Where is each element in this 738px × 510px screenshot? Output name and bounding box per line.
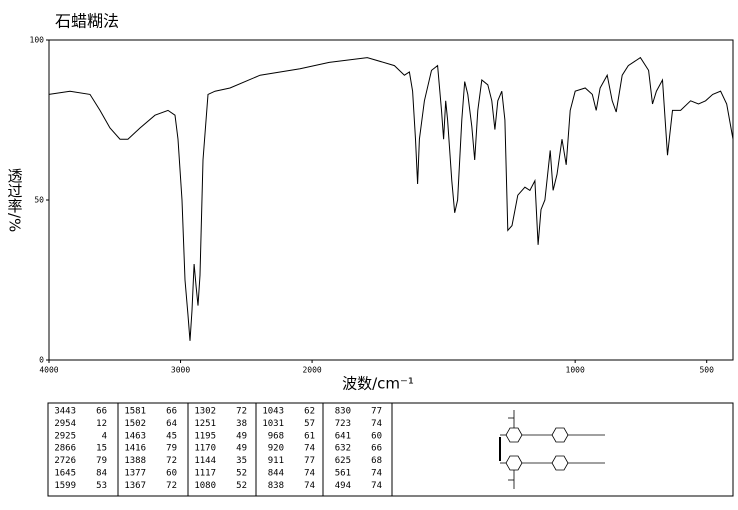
peak-transmittance: 74 <box>371 469 382 479</box>
peak-wavenumber: 561 <box>335 469 351 479</box>
peak-wavenumber: 1463 <box>124 431 146 441</box>
peak-wavenumber: 1170 <box>194 444 216 454</box>
peak-wavenumber: 844 <box>268 469 284 479</box>
peak-wavenumber: 625 <box>335 456 351 466</box>
peak-transmittance: 35 <box>236 456 247 466</box>
peak-transmittance: 84 <box>96 469 107 479</box>
peak-transmittance: 74 <box>371 481 382 491</box>
peak-wavenumber: 1388 <box>124 456 146 466</box>
peak-wavenumber: 1195 <box>194 431 216 441</box>
peak-wavenumber: 1117 <box>194 469 216 479</box>
peak-wavenumber: 1581 <box>124 407 146 417</box>
x-tick-label: 1000 <box>566 366 585 375</box>
peak-transmittance: 61 <box>304 431 315 441</box>
peak-transmittance: 72 <box>236 407 247 417</box>
x-tick-label: 500 <box>699 366 714 375</box>
peak-wavenumber: 723 <box>335 419 351 429</box>
peak-wavenumber: 2726 <box>54 456 76 466</box>
peak-transmittance: 74 <box>304 444 315 454</box>
peak-transmittance: 60 <box>166 469 177 479</box>
peak-wavenumber: 1302 <box>194 407 216 417</box>
peak-wavenumber: 1377 <box>124 469 146 479</box>
peak-transmittance: 64 <box>166 419 177 429</box>
x-axis-label: 波数/cm⁻¹ <box>342 375 414 393</box>
peak-transmittance: 15 <box>96 444 107 454</box>
peak-wavenumber: 641 <box>335 431 351 441</box>
chart-title: 石蜡糊法 <box>55 12 119 31</box>
y-tick-label: 50 <box>34 196 44 205</box>
y-axis-label: 透过率/% <box>6 168 24 232</box>
peak-wavenumber: 968 <box>268 431 284 441</box>
peak-transmittance: 45 <box>166 431 177 441</box>
peak-transmittance: 77 <box>371 407 382 417</box>
x-tick-label: 3000 <box>171 366 190 375</box>
x-tick-label: 2000 <box>302 366 321 375</box>
table-dividers <box>117 403 393 496</box>
peak-transmittance: 74 <box>371 419 382 429</box>
peak-transmittance: 12 <box>96 419 107 429</box>
peak-wavenumber: 2954 <box>54 419 76 429</box>
peak-transmittance: 77 <box>304 456 315 466</box>
peak-transmittance: 62 <box>304 407 315 417</box>
peak-transmittance: 66 <box>96 407 107 417</box>
peak-transmittance: 60 <box>371 431 382 441</box>
peak-transmittance: 72 <box>166 456 177 466</box>
peak-wavenumber: 1080 <box>194 481 216 491</box>
peak-transmittance: 52 <box>236 469 247 479</box>
peak-transmittance: 52 <box>236 481 247 491</box>
peak-transmittance: 4 <box>102 431 107 441</box>
peak-transmittance: 79 <box>166 444 177 454</box>
plot-frame <box>48 39 734 361</box>
peak-wavenumber: 830 <box>335 407 351 417</box>
table-frame <box>47 402 734 497</box>
peak-wavenumber: 1502 <box>124 419 146 429</box>
peak-wavenumber: 911 <box>268 456 284 466</box>
peak-transmittance: 79 <box>96 456 107 466</box>
x-tick-label: 4000 <box>39 366 58 375</box>
peak-wavenumber: 3443 <box>54 407 76 417</box>
peak-wavenumber: 494 <box>335 481 351 491</box>
peak-wavenumber: 838 <box>268 481 284 491</box>
peak-wavenumber: 1416 <box>124 444 146 454</box>
peak-transmittance: 38 <box>236 419 247 429</box>
peak-transmittance: 68 <box>371 456 382 466</box>
peak-wavenumber: 1645 <box>54 469 76 479</box>
peak-transmittance: 66 <box>166 407 177 417</box>
peak-transmittance: 74 <box>304 469 315 479</box>
peak-wavenumber: 1599 <box>54 481 76 491</box>
y-tick-label: 100 <box>30 36 45 45</box>
peak-wavenumber: 1367 <box>124 481 146 491</box>
spectrum-line <box>48 56 734 341</box>
peak-transmittance: 53 <box>96 481 107 491</box>
y-tick-label: 0 <box>39 356 44 365</box>
peak-wavenumber: 2925 <box>54 431 76 441</box>
peak-transmittance: 72 <box>166 481 177 491</box>
peak-transmittance: 66 <box>371 444 382 454</box>
peak-transmittance: 49 <box>236 431 247 441</box>
peak-wavenumber: 920 <box>268 444 284 454</box>
peak-wavenumber: 1144 <box>194 456 216 466</box>
structure-drawing <box>499 410 605 489</box>
peak-wavenumber: 1251 <box>194 419 216 429</box>
peak-wavenumber: 1031 <box>262 419 284 429</box>
peak-transmittance: 74 <box>304 481 315 491</box>
peak-wavenumber: 2866 <box>54 444 76 454</box>
peak-wavenumber: 1043 <box>262 407 284 417</box>
peak-transmittance: 57 <box>304 419 315 429</box>
peak-transmittance: 49 <box>236 444 247 454</box>
peak-wavenumber: 632 <box>335 444 351 454</box>
